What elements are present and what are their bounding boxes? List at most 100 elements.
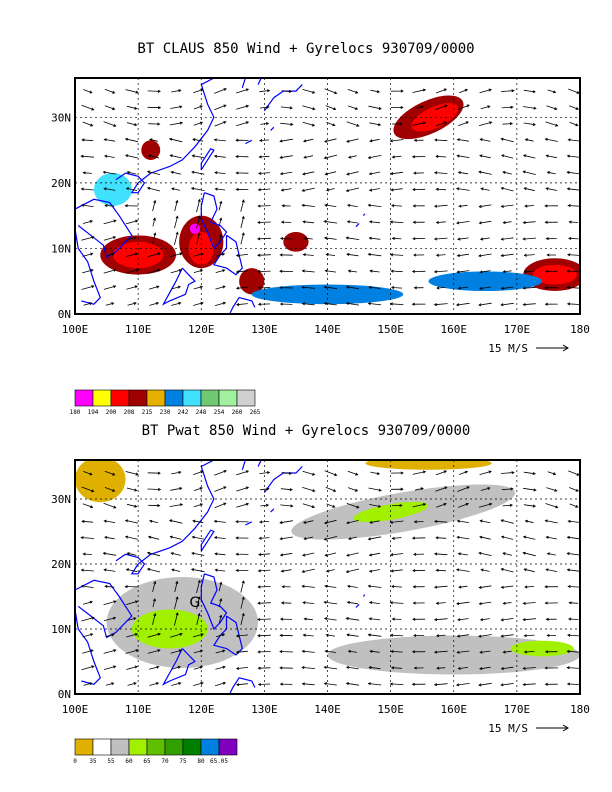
wind-vector [456, 270, 470, 274]
wind-vector [218, 233, 223, 243]
colorbar-swatch [74, 389, 94, 407]
colorbar-label: 200 [106, 409, 117, 416]
wind-vector [82, 252, 94, 257]
wind-vector [523, 253, 535, 257]
wind-vector [566, 535, 580, 540]
wind-vector [152, 580, 157, 592]
wind-vector [567, 584, 580, 589]
wind-vector [235, 520, 249, 524]
wind-vector [433, 171, 448, 175]
wind-vector [279, 302, 293, 306]
wind-vector [524, 585, 535, 589]
wind-vector [174, 231, 179, 245]
wind-vector [149, 302, 160, 306]
wind-vector [215, 665, 226, 670]
wind-vector [479, 154, 491, 159]
wind-vector [390, 286, 403, 290]
wind-vector [301, 682, 315, 686]
wind-vector [235, 634, 249, 638]
wind-vector [502, 122, 514, 126]
colorbar-label: 248 [196, 409, 207, 416]
wind-vector [546, 253, 556, 257]
colorbar-label: 254 [214, 409, 225, 416]
wind-vector [391, 536, 402, 540]
wind-vector [259, 471, 271, 475]
wind-vector [193, 681, 204, 686]
wind-vector [566, 552, 580, 556]
wind-vector [522, 666, 536, 670]
wind-vector [215, 649, 226, 654]
wind-vector [345, 236, 360, 240]
wind-vector [80, 154, 95, 158]
shaded-region [131, 609, 208, 649]
wind-vector [567, 253, 580, 257]
wind-vector [479, 286, 491, 290]
wind-vector [478, 302, 492, 307]
wind-vector [280, 220, 292, 224]
wind-vector [389, 171, 404, 176]
map-panel-2: G 100E 110E 120E 130E 140E 150E 160E 170E 180 0N 10… [51, 459, 590, 765]
wind-vector [347, 487, 359, 492]
wind-vector [413, 520, 424, 524]
wind-vector [104, 204, 115, 208]
y-tick-label: 30N [51, 493, 71, 506]
wind-vector [192, 633, 204, 638]
wind-vector [125, 187, 138, 191]
wind-vector [479, 618, 490, 622]
wind-vector [566, 187, 580, 191]
wind-vector [457, 237, 469, 241]
wind-vector [301, 203, 315, 207]
wind-vector [411, 682, 426, 686]
wind-vector [146, 551, 161, 557]
wind-vector [127, 302, 137, 306]
wind-vector [170, 269, 183, 274]
wind-vector [368, 285, 381, 289]
wind-vector [500, 253, 514, 258]
wind-vector [412, 88, 427, 93]
wind-vector [148, 122, 161, 126]
wind-vector [435, 253, 446, 257]
wind-vector [279, 269, 294, 273]
wind-vector [500, 186, 514, 192]
wind-vector [435, 154, 447, 159]
wind-vector [435, 104, 448, 110]
map-frame [74, 459, 581, 695]
colorbar-swatch [164, 738, 184, 756]
wind-vector [214, 568, 226, 572]
wind-vector [389, 139, 404, 143]
wind-vector [257, 585, 271, 589]
wind-vector [279, 666, 293, 670]
wind-vector [281, 89, 293, 93]
wind-vector [436, 666, 446, 670]
wind-vector [240, 199, 245, 212]
wind-vector [170, 487, 183, 491]
wind-vector [412, 569, 426, 573]
coastline [200, 573, 228, 631]
shaded-region [532, 264, 577, 285]
colorbar-swatch [146, 389, 166, 407]
wind-vector [502, 601, 512, 605]
wind-vector [412, 121, 427, 126]
wind-vector [171, 682, 182, 686]
wind-vector [500, 535, 514, 540]
colorbar-label: 265 [250, 409, 261, 416]
y-tick-label: 0N [58, 308, 71, 321]
wind-vector [147, 252, 161, 258]
wind-vector [547, 471, 557, 476]
wind-vector [104, 154, 115, 158]
wind-vector [390, 89, 404, 93]
colorbar-label: 75 [179, 758, 187, 765]
wind-vector [569, 503, 579, 508]
wind-vector [369, 504, 382, 508]
wind-vector [435, 220, 446, 224]
wind-vector [214, 187, 226, 191]
wind-vector [433, 585, 448, 589]
wind-vector [82, 220, 94, 224]
wind-vector [323, 682, 337, 686]
wind-vector [346, 171, 359, 176]
wind-vector [257, 270, 271, 274]
wind-vector [302, 220, 315, 224]
wind-vector [81, 665, 95, 671]
wind-vector [433, 683, 448, 687]
wind-vector [389, 220, 404, 224]
